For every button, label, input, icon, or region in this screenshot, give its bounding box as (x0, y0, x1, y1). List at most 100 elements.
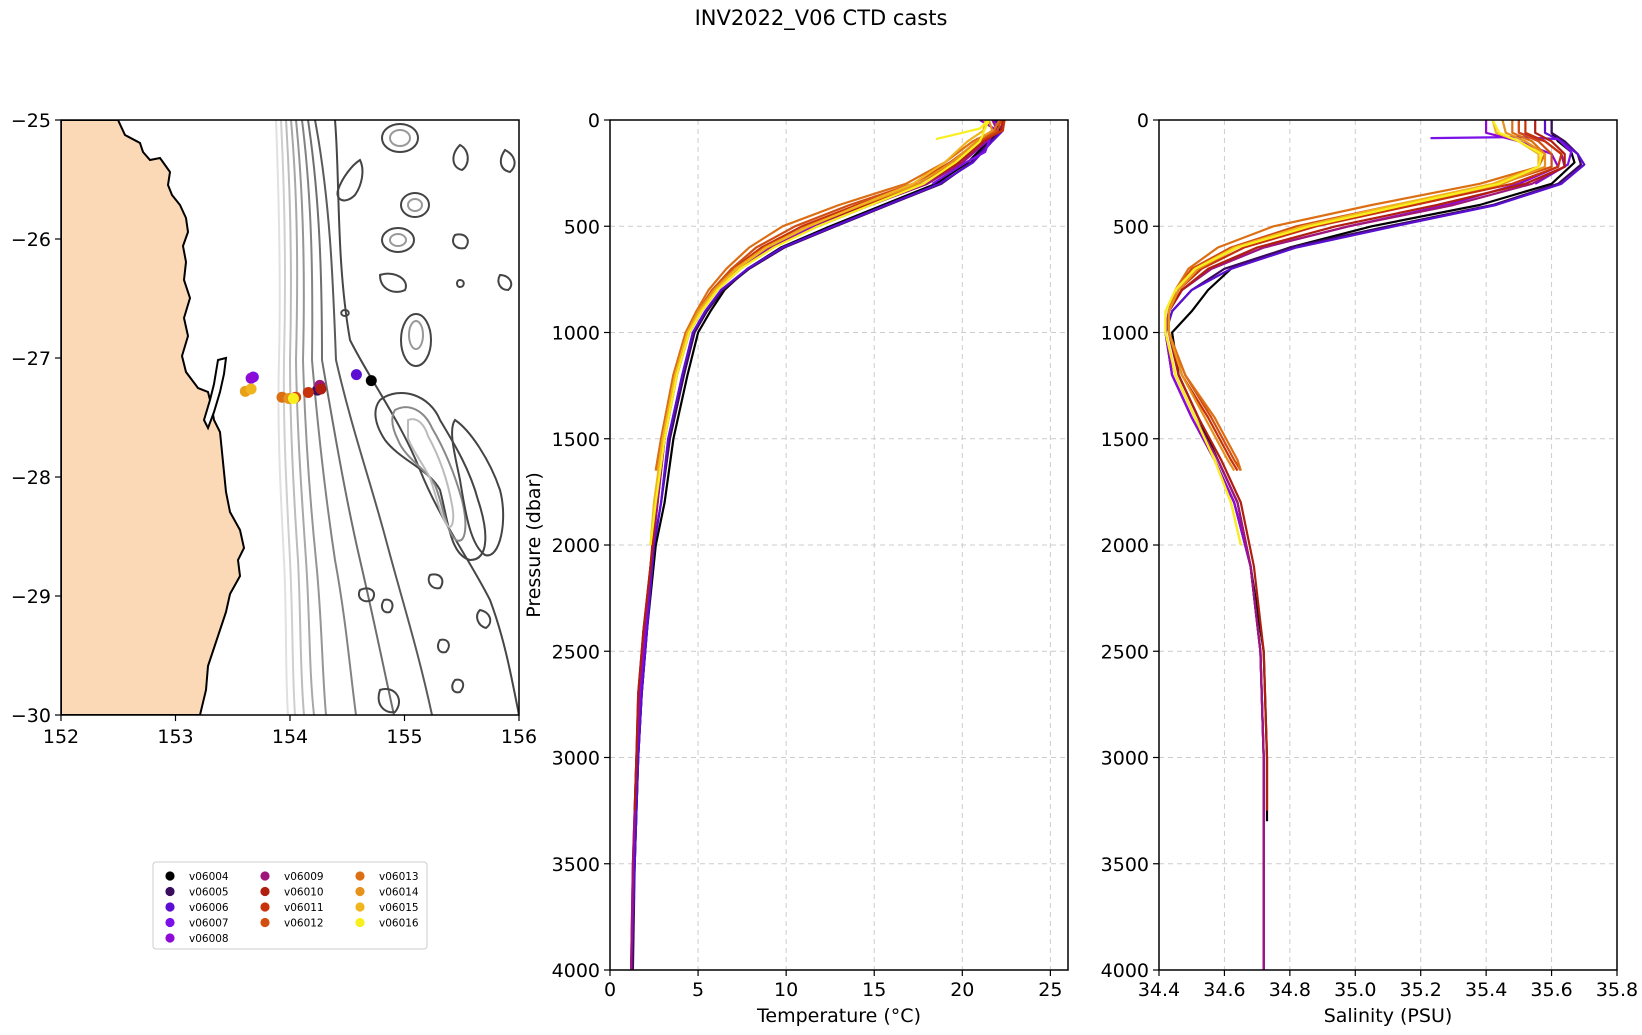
x-tick-label: 35.4 (1465, 979, 1507, 1001)
legend-marker (165, 871, 175, 881)
station-marker-v06010 (315, 383, 327, 395)
x-tick-label: 35.8 (1596, 979, 1638, 1001)
y-tick-label: 4000 (1101, 960, 1149, 982)
y-tick-label: 1500 (1101, 429, 1149, 451)
y-tick-label: 2500 (1101, 641, 1149, 663)
y-tick-label: 1500 (552, 429, 600, 451)
station-marker-v06011 (302, 387, 314, 399)
x-tick-label: 0 (604, 979, 616, 1001)
y-axis-label: Pressure (dbar) (523, 472, 545, 618)
legend-label: v06012 (284, 918, 324, 930)
legend-label: v06010 (284, 887, 324, 899)
legend-marker (260, 886, 270, 897)
y-tick-label: 1000 (552, 323, 600, 345)
station-legend: v06004 v06005 v06006 v06007 v06008 v06009 v060… (152, 861, 428, 950)
legend-box (152, 861, 428, 950)
y-tick-label: 2500 (552, 641, 600, 663)
legend-label: v06016 (379, 918, 419, 930)
legend-marker (355, 871, 365, 881)
profile-line-v06016 (649, 120, 990, 546)
legend-marker (165, 917, 175, 928)
legend-marker (355, 917, 365, 928)
map-x-tick-label: 153 (157, 726, 193, 748)
bathymetry-contours (275, 120, 519, 715)
y-tick-label: 3500 (1101, 854, 1149, 876)
legend-marker (260, 917, 270, 928)
station-marker-v06008 (245, 372, 257, 384)
y-tick-label: 2000 (552, 535, 600, 557)
map-x-tick-label: 155 (386, 726, 422, 748)
x-tick-label: 15 (862, 979, 886, 1001)
legend-label: v06005 (189, 887, 229, 899)
legend-label: v06013 (379, 871, 419, 883)
map-y-tick-label: −27 (11, 348, 51, 370)
profile-line-v06016 (1164, 120, 1543, 546)
map-x-tick-label: 156 (501, 726, 537, 748)
x-tick-label: 35.0 (1334, 979, 1376, 1001)
land-area (61, 120, 246, 715)
map-y-tick-label: −30 (11, 705, 51, 727)
legend-marker (355, 902, 365, 912)
plot-frame (1158, 119, 1618, 971)
y-tick-label: 2000 (1101, 535, 1149, 557)
map-y-tick-label: −28 (11, 467, 51, 489)
map-y-tick-label: −29 (11, 586, 51, 608)
y-tick-label: 500 (1113, 216, 1149, 238)
map-x-tick-label: 152 (43, 726, 79, 748)
legend-marker (260, 871, 270, 881)
legend-label: v06011 (284, 902, 324, 914)
map-x-axis: 152 153 154 155 156 (43, 715, 537, 748)
profile-line-v06013 (654, 120, 1001, 471)
figure-title: INV2022_V06 CTD casts (694, 6, 948, 30)
legend-label: v06009 (284, 871, 324, 883)
profile-line-v06010 (1167, 120, 1566, 811)
x-axis-label: Salinity (PSU) (1324, 1005, 1453, 1027)
y-tick-label: 4000 (552, 960, 600, 982)
y-tick-label: 500 (564, 216, 600, 238)
legend-marker (165, 933, 175, 943)
legend-label: v06008 (189, 933, 229, 945)
plot-frame (609, 119, 1069, 971)
y-tick-label: 0 (588, 110, 600, 132)
bay-island (202, 356, 228, 431)
map-panel: 152 153 154 155 156 −25 −26 −27 −28 −29 −30 (11, 110, 537, 748)
profile-line-v06015 (649, 120, 987, 546)
y-tick-label: 3000 (552, 748, 600, 770)
legend-label: v06006 (189, 902, 229, 914)
x-axis-label: Temperature (°C) (756, 1005, 921, 1027)
legend-marker (355, 886, 365, 897)
map-y-tick-label: −25 (11, 110, 51, 132)
station-marker-v06006 (350, 369, 362, 381)
legend-label: v06004 (189, 871, 229, 883)
x-tick-label: 35.6 (1530, 979, 1572, 1001)
x-tick-label: 34.6 (1203, 979, 1245, 1001)
legend-label: v06007 (189, 918, 229, 930)
y-tick-label: 1000 (1101, 323, 1149, 345)
legend-label: v06015 (379, 902, 419, 914)
station-marker-v06015 (245, 383, 257, 395)
x-tick-label: 25 (1038, 979, 1062, 1001)
map-y-axis: −25 −26 −27 −28 −29 −30 (11, 110, 61, 727)
legend-marker (165, 886, 175, 897)
legend-marker (260, 902, 270, 912)
x-tick-label: 34.8 (1269, 979, 1311, 1001)
y-tick-label: 3500 (552, 854, 600, 876)
profile-line-v06013 (1167, 120, 1547, 471)
station-marker-v06004 (365, 375, 377, 387)
station-marker-v06016 (287, 392, 299, 404)
map-x-tick-label: 154 (272, 726, 308, 748)
x-tick-label: 5 (692, 979, 704, 1001)
y-tick-label: 0 (1137, 110, 1149, 132)
legend-marker (165, 902, 175, 912)
x-tick-label: 35.2 (1400, 979, 1442, 1001)
x-tick-label: 34.4 (1138, 979, 1180, 1001)
x-tick-label: 10 (774, 979, 798, 1001)
station-markers (239, 369, 377, 404)
x-tick-label: 20 (950, 979, 974, 1001)
map-y-tick-label: −26 (11, 229, 51, 251)
profile-line-v06006 (630, 120, 1004, 970)
legend-label: v06014 (379, 887, 419, 899)
